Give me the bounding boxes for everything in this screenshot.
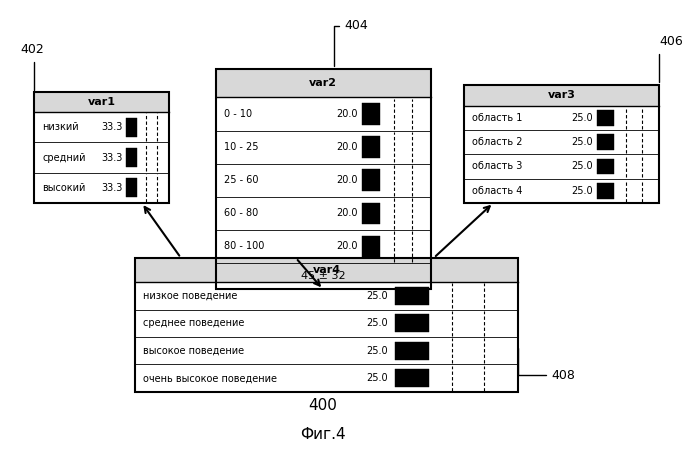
Text: 408: 408	[518, 348, 575, 381]
Text: область 3: область 3	[473, 161, 523, 171]
Text: 60 - 80: 60 - 80	[224, 208, 258, 218]
Text: среднее поведение: среднее поведение	[143, 318, 244, 328]
Text: 25.0: 25.0	[366, 346, 388, 356]
Text: 33.3: 33.3	[102, 153, 123, 163]
Bar	[597, 110, 614, 126]
Text: 20.0: 20.0	[336, 109, 358, 119]
Bar	[597, 183, 614, 198]
Text: область 4: область 4	[473, 186, 523, 196]
Text: низкое поведение: низкое поведение	[143, 291, 237, 301]
Bar	[216, 263, 430, 289]
Bar	[395, 369, 428, 387]
Text: низкий: низкий	[42, 122, 79, 132]
Text: var1: var1	[88, 97, 116, 107]
Bar	[135, 258, 518, 392]
Bar	[135, 282, 518, 392]
Bar	[34, 92, 169, 203]
Bar	[395, 314, 428, 332]
Bar	[464, 106, 659, 203]
Bar	[362, 169, 381, 191]
Bar	[216, 69, 430, 289]
Bar	[464, 85, 659, 106]
Bar	[34, 112, 169, 203]
Text: область 1: область 1	[473, 113, 523, 123]
Bar	[362, 103, 381, 125]
Text: 25.0: 25.0	[366, 318, 388, 328]
Text: 25.0: 25.0	[571, 113, 593, 123]
Text: 0 - 10: 0 - 10	[224, 109, 252, 119]
Text: высокое поведение: высокое поведение	[143, 346, 244, 356]
Text: 25.0: 25.0	[571, 161, 593, 171]
Bar	[395, 342, 428, 360]
Bar	[464, 85, 659, 203]
Bar	[597, 159, 614, 174]
Text: 20.0: 20.0	[336, 241, 358, 251]
Bar	[362, 136, 381, 158]
Text: 20.0: 20.0	[336, 208, 358, 218]
Text: 404: 404	[334, 19, 368, 66]
Text: 20.0: 20.0	[336, 175, 358, 185]
Bar	[362, 202, 381, 224]
Text: 33.3: 33.3	[102, 122, 123, 132]
Text: область 2: область 2	[473, 137, 523, 147]
Text: var2: var2	[309, 78, 337, 88]
Text: 25.0: 25.0	[366, 291, 388, 301]
Text: 25.0: 25.0	[571, 137, 593, 147]
Text: 10 - 25: 10 - 25	[224, 142, 258, 152]
Bar	[125, 178, 137, 198]
Text: 33.3: 33.3	[102, 183, 123, 193]
Bar	[34, 92, 169, 112]
Text: очень высокое поведение: очень высокое поведение	[143, 373, 277, 383]
Bar	[125, 148, 137, 167]
Text: 45 ± 32: 45 ± 32	[301, 271, 345, 281]
Text: 25 - 60: 25 - 60	[224, 175, 258, 185]
Bar	[135, 258, 518, 282]
Bar	[362, 236, 381, 257]
Text: 20.0: 20.0	[336, 142, 358, 152]
Text: 402: 402	[21, 43, 45, 90]
Text: 400: 400	[309, 398, 337, 413]
Bar	[216, 69, 430, 97]
Bar	[395, 287, 428, 305]
Bar	[597, 134, 614, 150]
Text: высокий: высокий	[42, 183, 85, 193]
Text: 80 - 100: 80 - 100	[224, 241, 264, 251]
Text: var3: var3	[547, 90, 575, 100]
Text: var4: var4	[312, 265, 340, 275]
Bar	[125, 118, 137, 137]
Bar	[216, 97, 430, 263]
Text: 406: 406	[659, 35, 683, 82]
Text: 25.0: 25.0	[571, 186, 593, 196]
Text: 25.0: 25.0	[366, 373, 388, 383]
Text: Фиг.4: Фиг.4	[300, 428, 346, 443]
Text: средний: средний	[42, 153, 85, 163]
